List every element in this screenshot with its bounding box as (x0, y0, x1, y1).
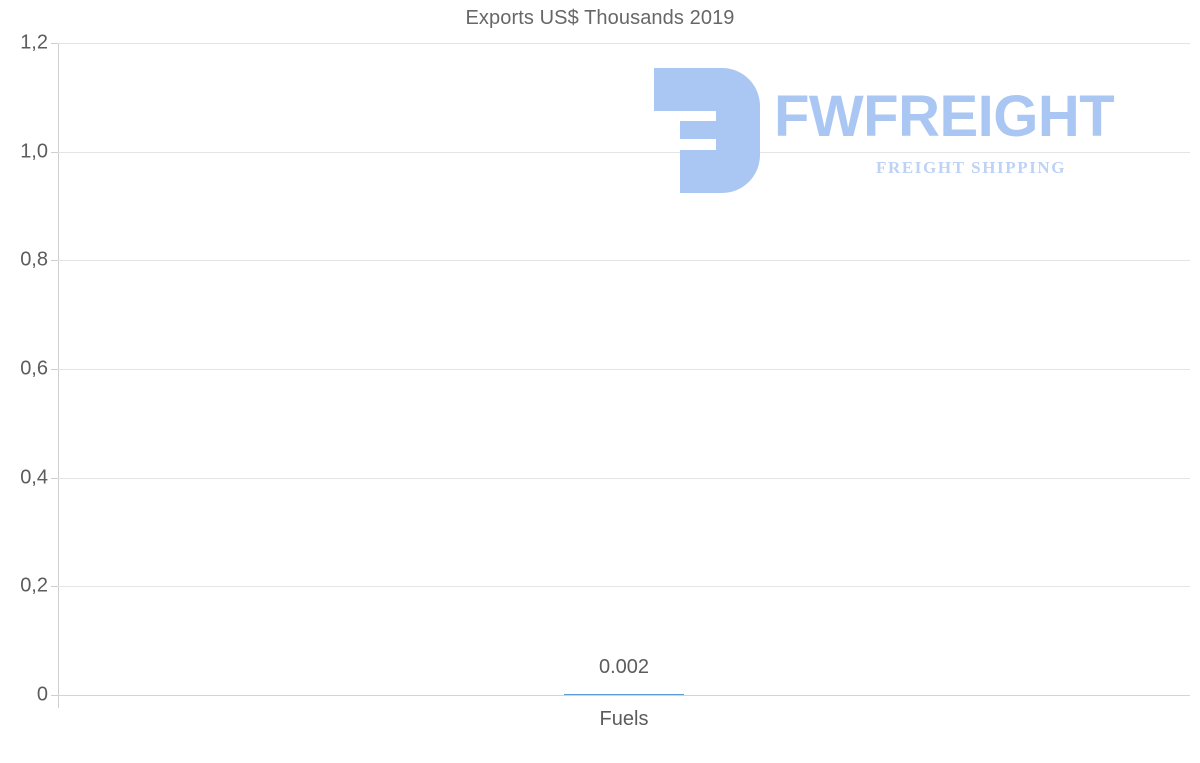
y-axis-tick-label: 0,4 (20, 466, 48, 489)
gridline (58, 260, 1190, 262)
y-axis-tick-mark (51, 43, 58, 44)
y-axis-tick-mark (51, 586, 58, 588)
y-axis-tick-mark (51, 260, 58, 262)
gridline (58, 369, 1190, 370)
y-axis-line (58, 43, 59, 708)
y-axis-tick-label: 0,8 (20, 248, 48, 271)
y-axis-tick-label: 1,2 (20, 31, 48, 54)
y-axis-tick-label: 0 (36, 683, 48, 706)
plot-area (58, 43, 1190, 696)
y-axis-tick-label: 0,6 (20, 357, 48, 380)
y-axis-tick-mark (51, 151, 58, 153)
y-axis-tick-mark (51, 477, 58, 479)
bar-value-label: 0.002 (598, 655, 650, 678)
x-axis-tick-label: Fuels (599, 708, 649, 730)
gridline (58, 695, 1190, 696)
y-axis-tick-mark (51, 695, 58, 696)
gridline (58, 151, 1190, 153)
y-axis-tick-mark (51, 369, 58, 370)
bar[interactable] (564, 693, 684, 695)
y-axis-tick-label: 1,0 (20, 140, 48, 163)
gridline (58, 43, 1190, 44)
chart-title: Exports US$ Thousands 2019 (465, 7, 735, 29)
y-axis-tick-label: 0,2 (20, 574, 48, 597)
gridline (58, 477, 1190, 479)
gridline (58, 586, 1190, 588)
